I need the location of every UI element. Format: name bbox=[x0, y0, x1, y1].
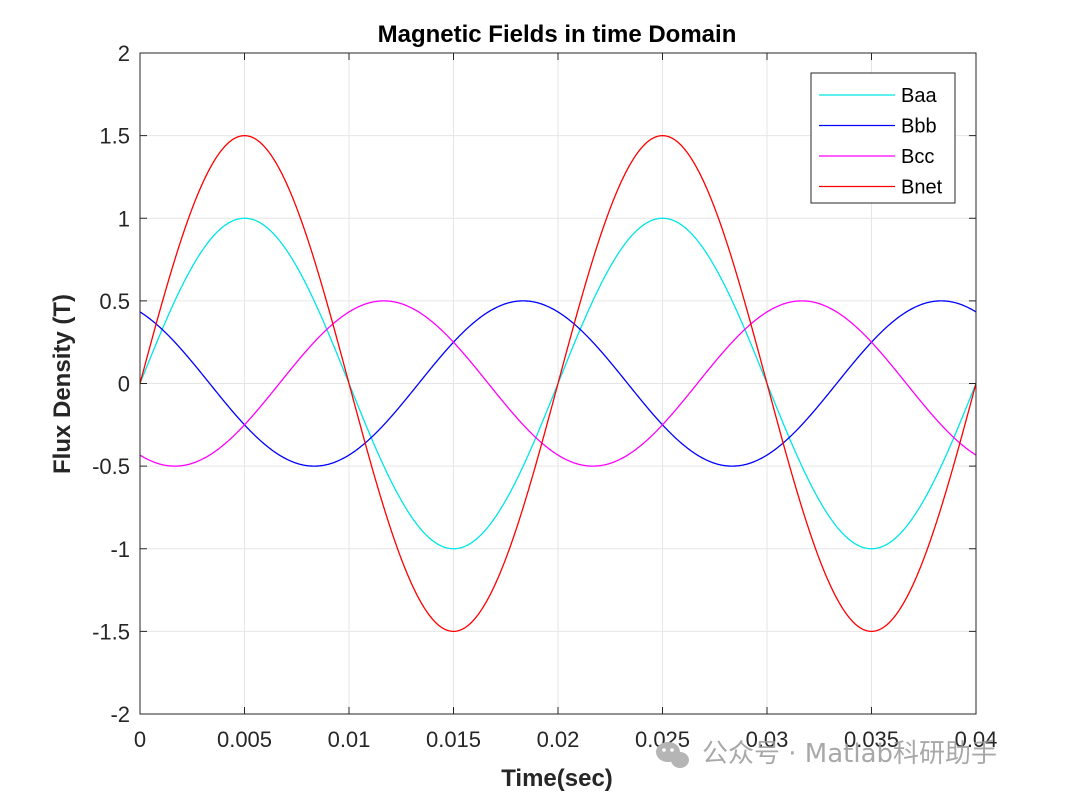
x-tick-label: 0.005 bbox=[217, 727, 272, 752]
y-tick-label: 1.5 bbox=[99, 124, 130, 149]
tick-layer: 0 0.005 0.01 0.015 0.02 0.025 0.03 0.035 0.0421.… bbox=[92, 41, 997, 752]
y-tick-label: 0 bbox=[118, 372, 130, 397]
watermark-text: 公众号 · Matlab科研助手 bbox=[702, 739, 997, 769]
y-axis-label: Flux Density (T) bbox=[49, 294, 76, 474]
y-tick-label: -1 bbox=[110, 537, 130, 562]
y-tick-label: -1.5 bbox=[92, 619, 130, 644]
x-tick-label: 0.01 bbox=[328, 727, 371, 752]
x-axis-label: Time(sec) bbox=[501, 765, 613, 792]
watermark: 公众号 · Matlab科研助手 bbox=[656, 739, 997, 769]
series-line-bcc bbox=[139, 300, 977, 467]
legend-label-bbb: Bbb bbox=[901, 116, 937, 138]
legend: Baa Bbb Bcc Bnet bbox=[810, 72, 956, 204]
wechat-icon bbox=[656, 742, 689, 768]
x-tick-label: 0.035 bbox=[844, 727, 899, 752]
chart-title: Magnetic Fields in time Domain bbox=[378, 21, 737, 48]
y-tick-label: 1 bbox=[118, 206, 130, 231]
x-tick-label: 0 bbox=[134, 727, 146, 752]
series-line-bnet bbox=[139, 134, 977, 633]
x-tick-label: 0.015 bbox=[426, 727, 481, 752]
series-layer bbox=[139, 134, 977, 633]
x-tick-label: 0.02 bbox=[537, 727, 580, 752]
x-tick-label: 0.03 bbox=[746, 727, 789, 752]
y-tick-label: -2 bbox=[110, 702, 130, 727]
y-tick-label: 2 bbox=[118, 41, 130, 66]
y-tick-label: -0.5 bbox=[92, 454, 130, 479]
legend-label-bcc: Bcc bbox=[901, 146, 934, 168]
series-line-bbb bbox=[139, 300, 977, 467]
legend-label-bnet: Bnet bbox=[901, 177, 943, 199]
x-tick-label: 0.04 bbox=[955, 727, 998, 752]
y-tick-label: 0.5 bbox=[99, 289, 130, 314]
legend-label-baa: Baa bbox=[901, 85, 937, 107]
